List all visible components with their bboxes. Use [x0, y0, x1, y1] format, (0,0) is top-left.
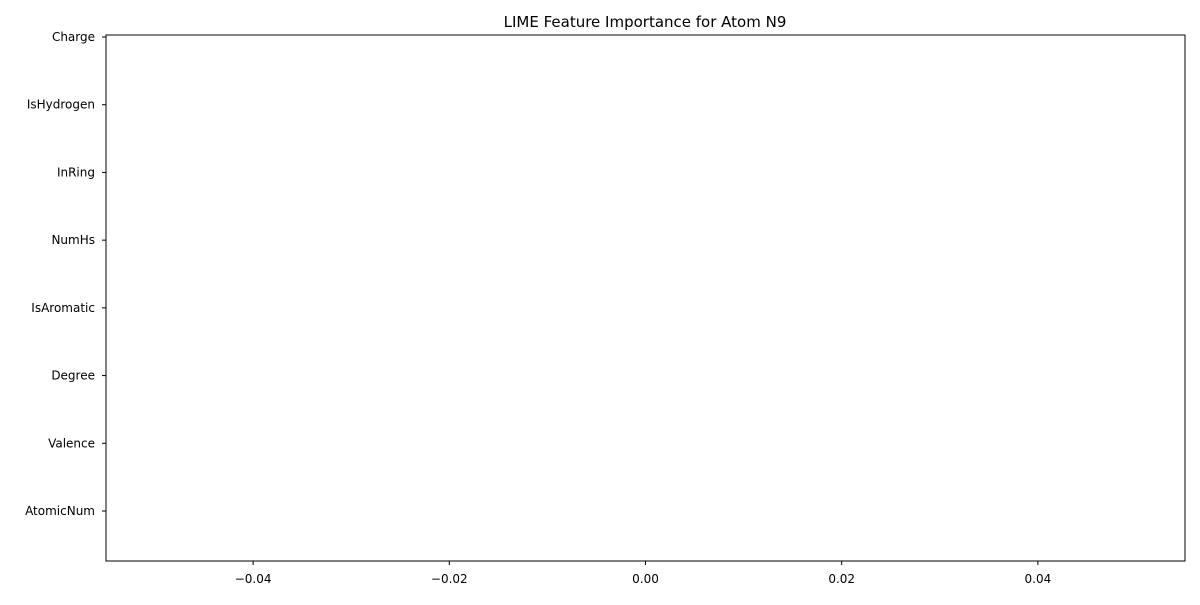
y-axis: AtomicNum Valence Degree IsAromatic NumHs InR…	[25, 30, 106, 518]
y-tick-label: AtomicNum	[25, 504, 95, 518]
y-tick-label: Degree	[51, 369, 95, 383]
x-tick-label: 0.04	[1025, 572, 1052, 586]
x-tick-label: −0.04	[235, 572, 272, 586]
x-tick-label: 0.02	[828, 572, 855, 586]
plot-area	[105, 34, 1186, 562]
y-tick-label: NumHs	[51, 233, 95, 247]
y-tick-label: IsAromatic	[31, 301, 95, 315]
x-tick-label: −0.02	[431, 572, 468, 586]
chart-title: LIME Feature Importance for Atom N9	[504, 13, 787, 31]
x-tick-label: 0.00	[632, 572, 659, 586]
y-tick-label: Valence	[48, 436, 95, 450]
y-tick-label: Charge	[52, 30, 95, 44]
x-axis: −0.04 −0.02 0.00 0.02 0.04	[235, 561, 1051, 586]
y-tick-label: InRing	[57, 165, 95, 179]
y-tick-label: IsHydrogen	[27, 98, 95, 112]
